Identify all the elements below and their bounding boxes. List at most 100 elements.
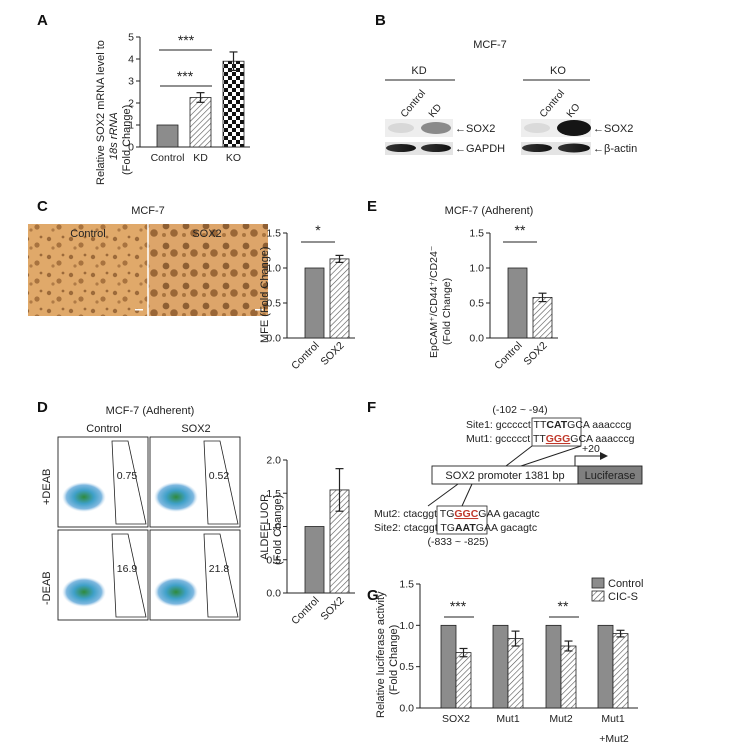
x-tick-label: Mut1: [496, 713, 520, 725]
x-tick-label: Control: [289, 595, 321, 627]
x-tick-label: SOX2: [521, 340, 549, 368]
gate-percentage: 0.75: [117, 470, 138, 482]
microscopy-image-control: [28, 224, 148, 316]
x-tick-label: SOX2: [442, 713, 470, 725]
panel-title: MCF-7 (Adherent): [106, 405, 195, 417]
gate-percentage: 16.9: [117, 563, 138, 575]
x-tick-label: Mut2: [549, 713, 573, 725]
flow-plot-sox2-deab: 0.52: [149, 436, 241, 528]
panel-g: G Relative luciferase activity (Fold Cha…: [367, 577, 643, 745]
panel-title: MCF-7: [131, 205, 165, 217]
panel-title: MCF-7 (Adherent): [445, 205, 534, 217]
y-axis-label-line1: EpCAM⁺/CD44⁺/CD24⁻: [428, 245, 440, 358]
scale-bar: [135, 309, 143, 311]
bar: [440, 624, 457, 709]
y-axis-label-line3: (Fold Change): [121, 105, 133, 175]
panel-label: A: [37, 12, 48, 29]
y-tick-label: 0: [128, 142, 134, 154]
site2-sequence: Site2: ctacggt TGAATGAA gacagtc: [374, 522, 537, 534]
ko-group-label: KO: [550, 65, 566, 77]
legend-label: CIC-S: [608, 591, 638, 603]
x-tick-label: KD: [193, 152, 208, 164]
panel-label: C: [37, 198, 48, 215]
legend-swatch: [591, 577, 605, 589]
panel-a: A Relative SOX2 mRNA level to 18s rRNA (…: [37, 12, 250, 185]
bar: [329, 258, 350, 339]
scale-bar: [255, 309, 263, 311]
blot-band: [386, 144, 416, 152]
lane-label: KO: [565, 102, 583, 120]
luciferase-box: [577, 465, 643, 485]
y-tick-label: 1.0: [399, 620, 414, 632]
x-tick-label: KO: [226, 152, 241, 164]
significance-mark: ***: [450, 598, 467, 614]
blot-band: [558, 143, 590, 153]
y-tick-label: 1.5: [266, 488, 281, 500]
y-tick-label: 0.0: [399, 703, 414, 715]
column-label-sox2: SOX2: [181, 423, 210, 435]
y-axis-label-line1: Relative luciferase activity: [375, 591, 387, 718]
bar: [189, 97, 212, 148]
bar: [156, 124, 179, 148]
blot-band: [388, 123, 414, 133]
image-label-control: Control: [70, 228, 105, 240]
tss-label: +20: [582, 443, 600, 455]
y-tick-label: 0.5: [266, 554, 281, 566]
panel-label: B: [375, 12, 386, 29]
gate-percentage: 21.8: [209, 563, 230, 575]
column-label-control: Control: [86, 423, 121, 435]
bar: [455, 652, 472, 709]
site2-connector: [461, 483, 473, 507]
panel-b: B MCF-7 KD KO Control KD Control KO ←SOX…: [375, 12, 637, 155]
y-tick-label: 3: [128, 76, 134, 88]
y-tick-label: 2: [128, 98, 134, 110]
y-tick-label: 4: [128, 54, 134, 66]
site2-connector: [427, 483, 459, 507]
blot-band: [522, 144, 552, 152]
lane-label: Control: [538, 88, 567, 120]
y-tick-label: 1.0: [266, 521, 281, 533]
site2-box: [436, 505, 488, 535]
band-label-sox2-ko: ←SOX2: [593, 123, 633, 135]
band-label-gapdh: ←GAPDH: [455, 143, 505, 155]
blot-band: [421, 122, 451, 134]
panel-c: C MCF-7 Control SOX2 MFE (Fold Change) 0…: [28, 198, 355, 372]
blot-band: [557, 120, 591, 136]
y-tick-label: 1.5: [266, 228, 281, 240]
y-axis-label-line1: Relative SOX2 mRNA level to: [95, 40, 107, 185]
mut1-sequence: Mut1: gccccct TTGGGGCA aaacccg: [466, 433, 635, 445]
y-axis-label-line2: (Fold Change): [441, 278, 453, 345]
lane-label: KD: [427, 102, 444, 120]
tss-arrow: [574, 455, 600, 466]
bar: [304, 526, 325, 594]
y-tick-label: 0.5: [469, 298, 484, 310]
tss-arrowhead: [600, 452, 608, 460]
flow-plot-sox2-nodeab: 21.8: [149, 529, 241, 621]
x-tick-label: Control: [289, 340, 321, 372]
x-tick-label: Control: [151, 152, 185, 164]
panel-f: F (-102 ~ -94) Site1: gccccct TTCATGCA a…: [367, 399, 643, 548]
site1-connector: [505, 445, 533, 467]
chart-a: 0 1 2 3 4 5 Control KD KO: [128, 32, 250, 164]
bar: [545, 624, 562, 709]
panel-label: F: [367, 399, 376, 416]
x-tick-label: Control: [492, 340, 524, 372]
x-tick-label: SOX2: [318, 340, 346, 368]
y-tick-label: 1.0: [266, 263, 281, 275]
y-tick-label: 2.0: [266, 455, 281, 467]
bar: [304, 267, 325, 339]
y-tick-label: 1.5: [399, 579, 414, 591]
panel-label: G: [367, 587, 379, 604]
kd-group-label: KD: [411, 65, 426, 77]
category-label-line2: +Mut2: [599, 733, 629, 745]
bar: [222, 60, 245, 148]
significance-mark: ***: [177, 68, 194, 84]
y-tick-label: 1.0: [469, 263, 484, 275]
band-label-sox2-kd: ←SOX2: [455, 123, 495, 135]
legend-swatch: [591, 590, 605, 602]
x-tick-label: Mut1: [601, 713, 625, 725]
flow-plot-control-deab: 0.75: [57, 436, 149, 528]
